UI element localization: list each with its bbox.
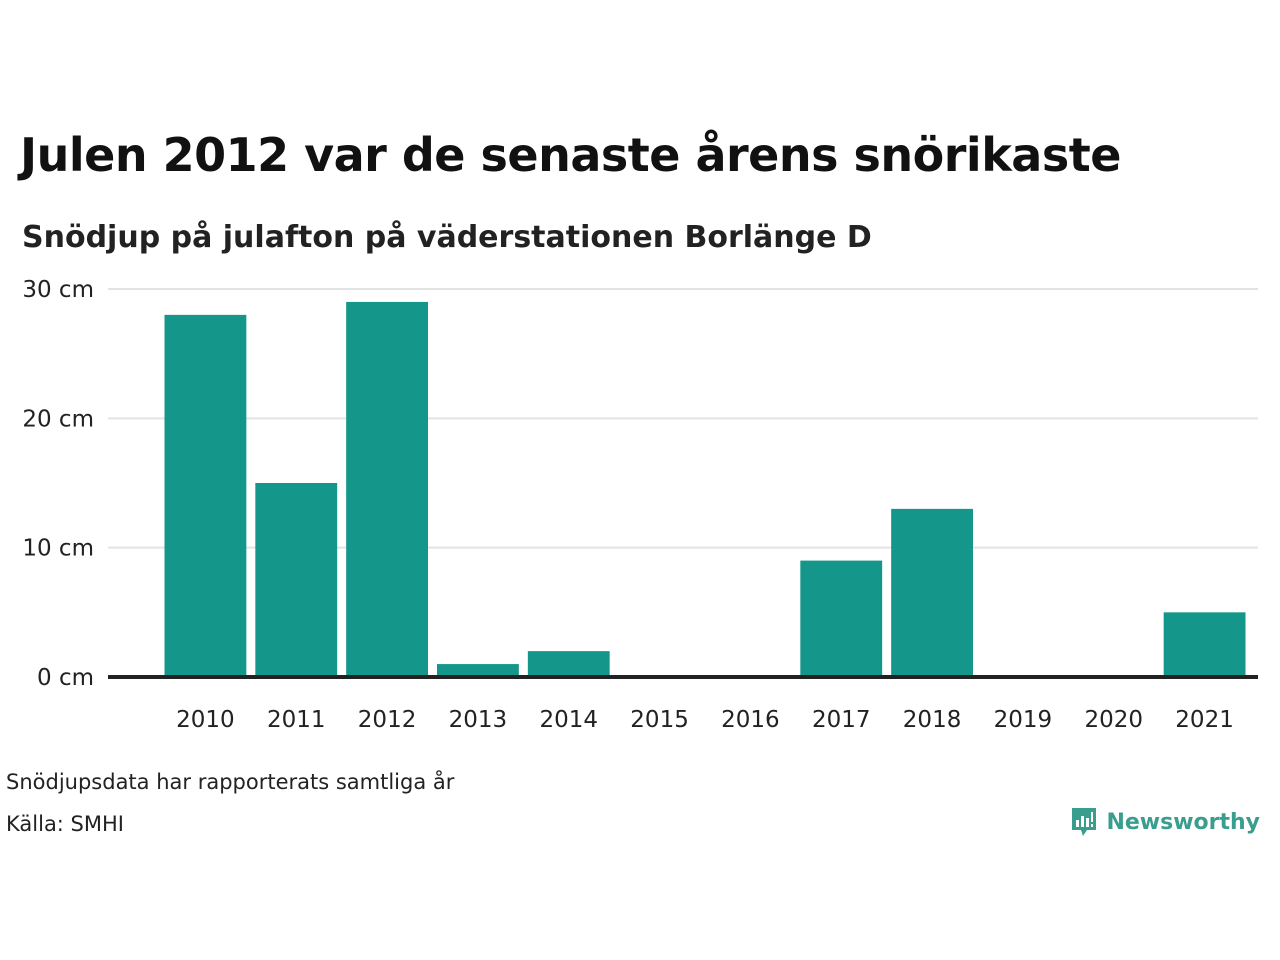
x-tick-label: 2017 [812, 707, 871, 733]
x-tick-label: 2016 [721, 707, 780, 733]
x-axis-ticks: 2010 2011 2012 2013 2014 2015 2016 2017 2018 2019… [176, 707, 1234, 733]
x-tick-label: 2021 [1175, 707, 1234, 733]
x-tick-label: 2019 [994, 707, 1053, 733]
chart-title: Julen 2012 var de senaste årens snörikas… [20, 128, 1121, 182]
bar-2010 [164, 314, 247, 677]
bar-2012 [346, 301, 428, 677]
y-tick-label: 20 cm [22, 406, 94, 432]
x-tick-label: 2015 [630, 707, 689, 733]
bars [164, 301, 1246, 677]
bar-2014 [527, 651, 610, 677]
x-tick-label: 2011 [267, 707, 326, 733]
newsworthy-logo[interactable]: Newsworthy [1070, 806, 1260, 838]
bar-chart-speech-bubble-icon [1072, 808, 1097, 836]
y-axis-ticks: 0 cm 10 cm 20 cm 30 cm [22, 277, 94, 691]
y-tick-label: 10 cm [22, 536, 94, 562]
bar-2017 [800, 560, 883, 677]
y-tick-label: 30 cm [22, 277, 94, 303]
chart-subtitle: Snödjup på julafton på väderstationen Bo… [22, 220, 872, 255]
logo-text: Newsworthy [1106, 809, 1260, 835]
x-tick-label: 2013 [449, 707, 508, 733]
bar-2021 [1163, 612, 1246, 677]
x-tick-label: 2010 [176, 707, 235, 733]
x-tick-label: 2012 [358, 707, 417, 733]
footer-note: Snödjupsdata har rapporterats samtliga å… [6, 770, 455, 794]
bar-2013 [437, 664, 519, 677]
bar-2011 [255, 483, 338, 677]
source-credit: Källa: SMHI [6, 812, 124, 836]
bar-chart: 0 cm 10 cm 20 cm 30 cm 2010 2011 2012 2013 2014… [22, 277, 1258, 733]
x-tick-label: 2014 [539, 707, 598, 733]
bar-2018 [891, 508, 973, 677]
x-tick-label: 2018 [903, 707, 962, 733]
y-tick-label: 0 cm [37, 665, 94, 691]
x-tick-label: 2020 [1084, 707, 1143, 733]
